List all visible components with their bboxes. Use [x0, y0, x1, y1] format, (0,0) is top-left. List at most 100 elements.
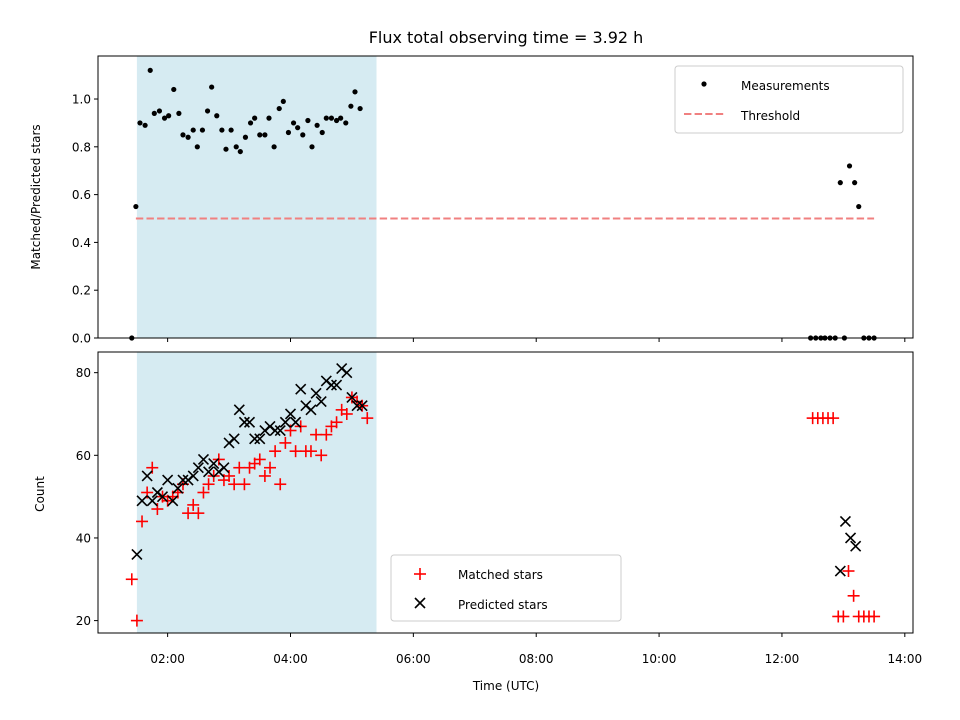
predicted-star-point [136, 495, 148, 507]
predicted-star-point [346, 391, 358, 404]
chart-title: Flux total observing time = 3.92 h [369, 28, 644, 47]
legend-predicted-label: Predicted stars [458, 598, 548, 612]
matched-star-point [264, 461, 277, 474]
predicted-star-point [131, 548, 143, 561]
y-tick-label: 0.0 [72, 332, 91, 346]
matched-star-point [320, 428, 333, 441]
y-tick-label: 40 [76, 531, 91, 545]
measurement-point [338, 115, 344, 121]
predicted-star-point [208, 458, 220, 470]
predicted-star-point [839, 515, 851, 527]
measurement-point [314, 122, 320, 128]
predicted-star-point [310, 387, 322, 399]
measurement-point [837, 180, 843, 186]
legend-predicted-marker [414, 597, 426, 609]
predicted-star-point [254, 433, 266, 445]
predicted-star-point [351, 400, 363, 412]
predicted-star-point [279, 416, 291, 428]
measurement-points [129, 67, 877, 341]
measurement-point [242, 134, 249, 140]
measurement-point [161, 115, 168, 121]
predicted-star-point [228, 433, 240, 445]
measurement-point [237, 148, 243, 155]
measurement-point [309, 144, 315, 150]
predicted-star-point [141, 470, 153, 482]
predicted-star-point [269, 424, 281, 437]
ratio-y-axis-label: Matched/Predicted stars [29, 124, 43, 269]
matched-star-point [274, 478, 287, 491]
measurement-point [194, 144, 200, 150]
matched-star-point [289, 445, 302, 458]
observing-window-shading [136, 56, 377, 338]
matched-star-point [842, 565, 855, 578]
measurement-point [180, 132, 186, 138]
measurement-point [204, 108, 211, 114]
measurement-point [352, 89, 358, 95]
ratio-axes-frame [97, 55, 914, 339]
measurement-point [151, 110, 157, 116]
measurement-point [190, 127, 196, 133]
predicted-star-point [850, 540, 862, 552]
count-axes-frame [97, 351, 914, 634]
x-tick-label: 14:00 [888, 652, 923, 666]
matched-star-point [253, 453, 266, 466]
matched-star-point [868, 610, 881, 623]
predicted-star-point [146, 495, 158, 507]
measurement-point [852, 180, 858, 186]
y-tick-label: 60 [76, 449, 91, 463]
predicted-star-point [341, 367, 353, 379]
count-y-axis-label: Count [33, 476, 47, 512]
matched-star-point [340, 407, 353, 420]
predicted-star-point [203, 466, 215, 478]
y-tick-label: 1.0 [72, 93, 91, 107]
measurement-point [176, 110, 182, 116]
predicted-star-point [218, 462, 230, 474]
matched-star-point [233, 461, 246, 474]
measurement-point [333, 117, 340, 124]
y-tick-label: 80 [76, 366, 91, 380]
measurement-point [185, 134, 191, 140]
measurement-point [319, 129, 325, 136]
predicted-star-point [243, 416, 256, 428]
x-tick-label: 08:00 [519, 652, 554, 666]
measurement-point [209, 84, 215, 90]
ratio-legend-box [674, 65, 904, 134]
x-tick-label: 02:00 [150, 652, 185, 666]
measurement-point [290, 120, 297, 126]
matched-star-point [837, 610, 850, 623]
matched-star-point [330, 416, 343, 429]
predicted-star-point [274, 424, 286, 437]
measurement-point [276, 105, 282, 112]
predicted-star-point [177, 474, 189, 486]
measurement-point [214, 113, 220, 119]
y-tick-label: 0.4 [72, 236, 91, 250]
predicted-star-point [356, 400, 368, 412]
measurement-point [228, 127, 234, 133]
x-axis-label: Time (UTC) [472, 679, 539, 693]
measurement-point [856, 203, 862, 210]
predicted-star-point [167, 495, 179, 507]
ratio-x-ticks [167, 338, 906, 342]
measurement-point [233, 144, 239, 150]
y-tick-label: 0.2 [72, 284, 91, 298]
legend-matched-label: Matched stars [458, 568, 543, 582]
y-tick-label: 20 [76, 614, 91, 628]
matched-star-point [197, 486, 210, 499]
measurement-point [300, 132, 306, 138]
measurement-point [280, 98, 286, 105]
measurement-point [271, 144, 277, 150]
measurement-point [348, 103, 354, 109]
predicted-star-point [172, 482, 184, 494]
y-tick-label: 0.6 [72, 188, 91, 202]
predicted-star-point [284, 408, 297, 420]
matched-star-point [136, 515, 149, 528]
predicted-star-point [290, 416, 302, 428]
legend-measurements-marker [701, 81, 707, 87]
measurement-point [223, 146, 229, 152]
matched-star-point [228, 478, 241, 491]
matched-star-point [361, 412, 374, 425]
measurement-point [328, 115, 335, 121]
matched-star-point [192, 507, 205, 520]
matched-star-point [847, 589, 860, 602]
